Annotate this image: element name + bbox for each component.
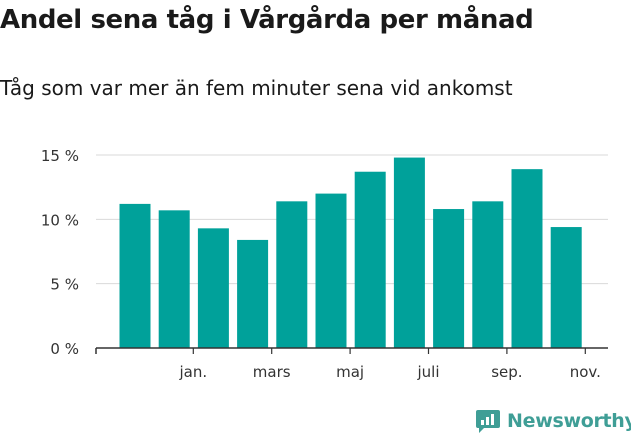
x-tick-label: maj xyxy=(336,363,364,381)
chart-subtitle: Tåg som var mer än fem minuter sena vid … xyxy=(0,76,513,100)
newsworthy-logo-icon xyxy=(476,410,500,433)
x-axis-ticks: jan. mars maj juli sep. nov. xyxy=(178,348,601,381)
bar-okt xyxy=(511,169,543,348)
bar-apr xyxy=(276,201,308,348)
bar-sep xyxy=(472,201,504,348)
bars xyxy=(119,157,582,348)
x-tick-label: mars xyxy=(253,363,291,381)
y-tick-label: 0 % xyxy=(50,340,79,358)
bar-dec xyxy=(119,203,151,348)
x-tick-label: nov. xyxy=(570,363,601,381)
x-tick-label: sep. xyxy=(491,363,522,381)
bar-maj xyxy=(315,193,347,348)
y-axis-ticks: 0 % 5 % 10 % 15 % xyxy=(41,147,79,358)
bar-jan xyxy=(158,210,190,348)
bar-nov xyxy=(550,227,582,348)
bar-juli xyxy=(393,157,425,348)
chart-title: Andel sena tåg i Vårgårda per månad xyxy=(0,5,534,35)
bar-feb xyxy=(197,228,229,348)
x-tick-label: jan. xyxy=(178,363,207,381)
bar-mars xyxy=(237,239,269,348)
bar-aug xyxy=(433,209,465,348)
brand-name: Newsworthy xyxy=(507,410,631,432)
y-tick-label: 10 % xyxy=(41,211,79,229)
y-tick-label: 15 % xyxy=(41,147,79,165)
y-tick-label: 5 % xyxy=(50,276,79,294)
newsworthy-logo: Newsworthy xyxy=(475,408,631,434)
bar-juni xyxy=(354,171,386,348)
x-tick-label: juli xyxy=(416,363,439,381)
x-axis xyxy=(95,347,608,354)
